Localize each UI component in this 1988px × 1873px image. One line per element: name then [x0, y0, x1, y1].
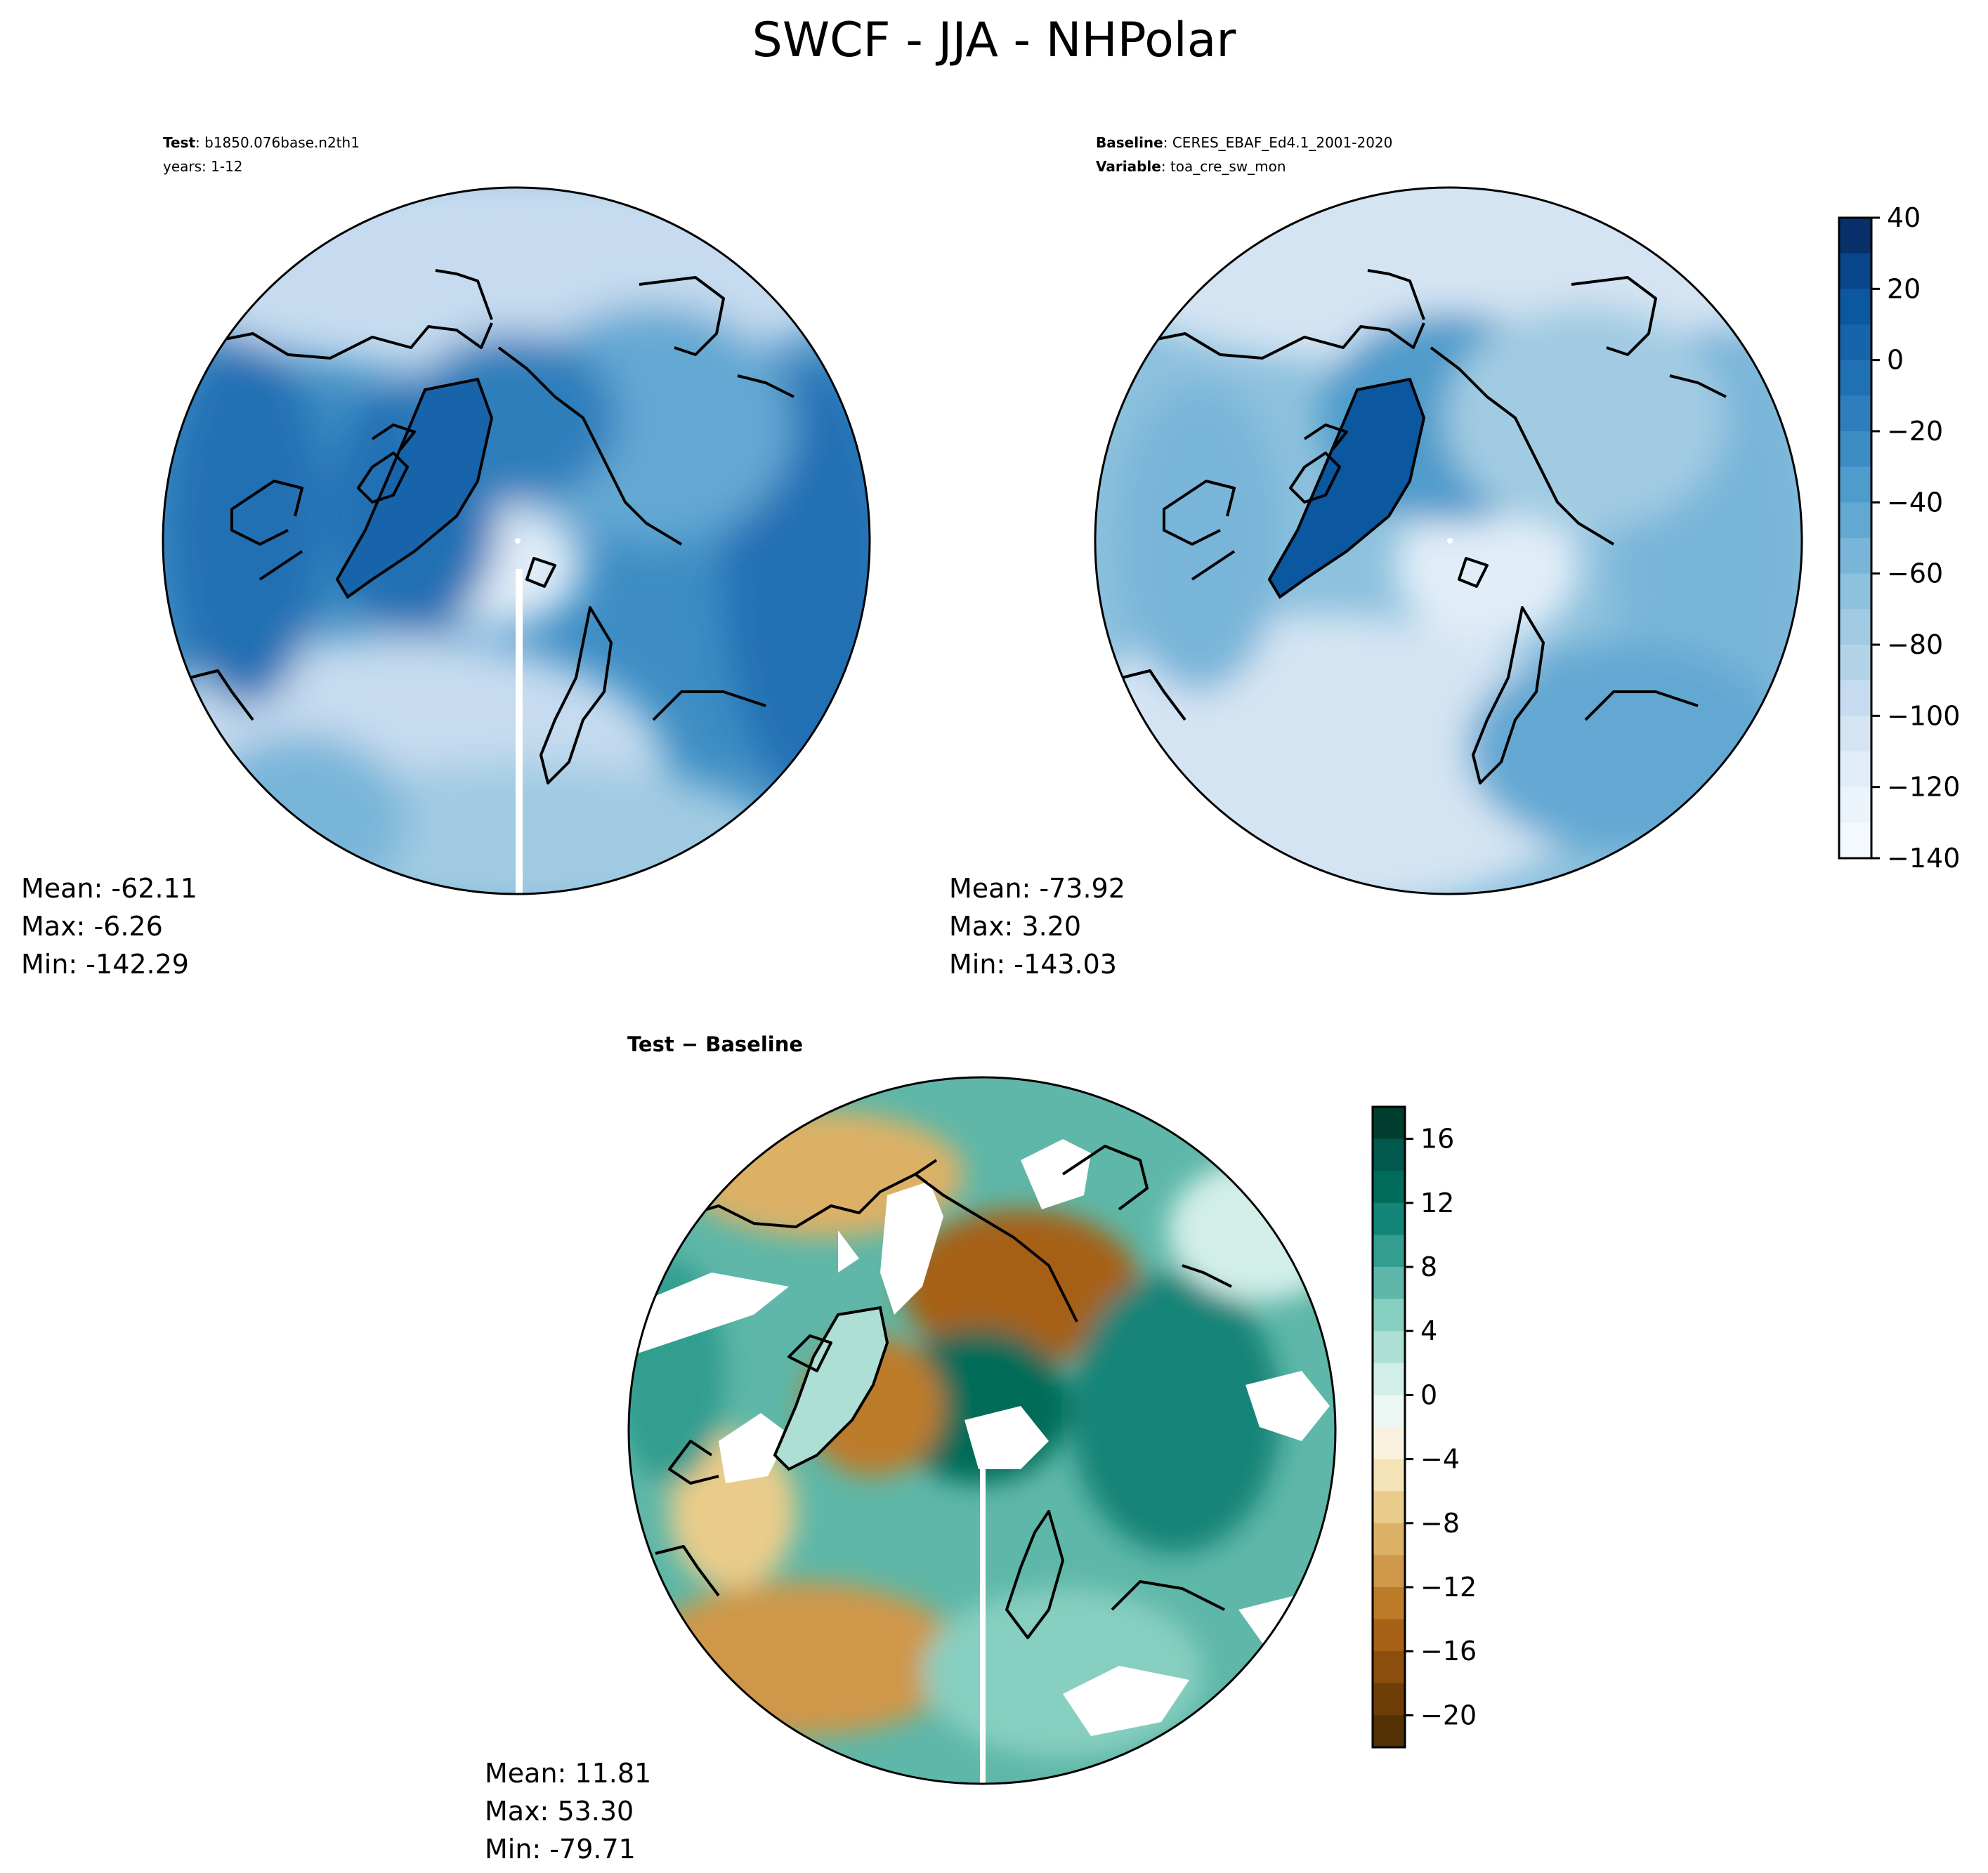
difference-colorbar-tick-label: 0: [1420, 1379, 1437, 1410]
main-colorbar-swatch: [1839, 395, 1871, 432]
difference-panel-title: Test − Baseline: [627, 1032, 804, 1056]
difference-colorbar-swatch: [1373, 1651, 1405, 1684]
variable-key: Variable: [1096, 158, 1161, 175]
difference-colorbar-swatch: [1373, 1299, 1405, 1332]
coastlines: [1121, 269, 1727, 784]
difference-colorbar-tick-label: 12: [1420, 1188, 1454, 1218]
north-pole-marker: [515, 538, 521, 544]
main-colorbar-tick-label: 0: [1887, 345, 1904, 376]
difference-colorbar-frame: [1371, 1105, 1406, 1749]
baseline-variable-name: toa_cre_sw_mon: [1170, 158, 1286, 175]
difference-colorbar-swatch: [1373, 1138, 1405, 1171]
baseline-panel-header: Baseline: CERES_EBAF_Ed4.1_2001-2020 Var…: [1096, 134, 1393, 175]
main-colorbar-swatch: [1839, 360, 1871, 396]
baseline-min: Min: -143.03: [949, 949, 1117, 980]
main-colorbar-swatch: [1839, 645, 1871, 681]
main-colorbar-swatch: [1839, 609, 1871, 645]
test-case-name: b1850.076base.n2th1: [204, 134, 360, 151]
difference-max: Max: 53.30: [485, 1796, 634, 1827]
difference-min: Min: -79.71: [485, 1834, 636, 1865]
main-colorbar-tick-label: 40: [1887, 202, 1921, 233]
main-colorbar-tick-label: −40: [1887, 487, 1943, 518]
difference-colorbar-swatch: [1373, 1107, 1405, 1140]
difference-colorbar-swatch: [1373, 1427, 1405, 1460]
difference-colorbar-swatch: [1373, 1523, 1405, 1556]
main-colorbar-swatch: [1839, 822, 1871, 859]
test-map: [162, 186, 871, 895]
main-colorbar-swatch: [1839, 502, 1871, 539]
north-pole-marker: [1447, 538, 1453, 544]
main-colorbar-swatch: [1839, 218, 1871, 254]
baseline-mean: Mean: -73.92: [949, 873, 1125, 904]
main-colorbar-swatch: [1839, 787, 1871, 823]
main-colorbar-tick-label: −60: [1887, 558, 1943, 589]
baseline-max: Max: 3.20: [949, 911, 1082, 942]
masked-regions: [629, 1139, 1330, 1736]
figure-title: SWCF - JJA - NHPolar: [752, 13, 1236, 68]
baseline-map: [1094, 186, 1803, 895]
difference-colorbar-swatch: [1373, 1459, 1405, 1492]
main-colorbar-swatch: [1839, 431, 1871, 468]
difference-colorbar-swatch: [1373, 1555, 1405, 1588]
difference-colorbar-tick-label: −8: [1420, 1508, 1460, 1539]
greenland-region: [773, 1306, 889, 1471]
difference-colorbar-swatch: [1373, 1715, 1405, 1748]
main-colorbar-tick-label: −140: [1887, 843, 1960, 874]
difference-colorbar-tick-label: −16: [1420, 1636, 1477, 1667]
baseline-key: Baseline: [1096, 134, 1163, 151]
main-colorbar-swatch: [1839, 538, 1871, 574]
test-key: Test: [163, 134, 196, 151]
test-max: Max: -6.26: [21, 911, 163, 942]
main-colorbar-tick-label: −80: [1887, 629, 1943, 660]
difference-colorbar-swatch: [1373, 1171, 1405, 1204]
coastlines: [189, 269, 794, 784]
difference-colorbar-tick-label: −12: [1420, 1572, 1477, 1603]
main-colorbar-swatch: [1839, 466, 1871, 503]
main-colorbar: 40 20 0 −20 −40 −60 −80 −100 −120 −140: [1838, 202, 1960, 874]
main-colorbar-swatch: [1839, 680, 1871, 716]
main-colorbar-swatch: [1839, 253, 1871, 289]
difference-colorbar-swatch: [1373, 1202, 1405, 1235]
test-panel-header: Test: b1850.076base.n2th1 years: 1-12: [163, 131, 360, 178]
difference-colorbar-tick-label: −20: [1420, 1700, 1477, 1730]
greenland-region: [1267, 377, 1426, 599]
main-colorbar-tick-label: −120: [1887, 772, 1960, 803]
test-min: Min: -142.29: [21, 949, 189, 980]
greenland-region: [335, 377, 494, 599]
difference-colorbar-tick-label: 8: [1420, 1251, 1437, 1282]
baseline-dataset-name: CERES_EBAF_Ed4.1_2001-2020: [1172, 134, 1393, 151]
difference-colorbar-swatch: [1373, 1683, 1405, 1716]
difference-colorbar-swatch: [1373, 1587, 1405, 1620]
difference-map: [627, 1076, 1337, 1785]
difference-colorbar: 16 12 8 4 0 −4 −8 −12 −16 −20: [1371, 1105, 1477, 1749]
main-colorbar-swatch: [1839, 289, 1871, 325]
difference-stats: Mean: 11.81 Max: 53.30 Min: -79.71: [485, 1754, 651, 1868]
difference-colorbar-swatch: [1373, 1362, 1405, 1395]
difference-colorbar-swatch: [1373, 1331, 1405, 1364]
main-colorbar-tick-label: −100: [1887, 700, 1960, 731]
difference-colorbar-tick-label: 16: [1420, 1124, 1454, 1155]
difference-colorbar-tick-label: −4: [1420, 1444, 1460, 1475]
baseline-stats: Mean: -73.92 Max: 3.20 Min: -143.03: [949, 869, 1125, 983]
test-mean: Mean: -62.11: [21, 873, 197, 904]
difference-colorbar-swatch: [1373, 1235, 1405, 1268]
main-colorbar-swatch: [1839, 573, 1871, 610]
missing-data-seam: [980, 1441, 986, 1784]
main-colorbar-swatch: [1839, 324, 1871, 361]
difference-colorbar-swatch: [1373, 1491, 1405, 1524]
test-stats: Mean: -62.11 Max: -6.26 Min: -142.29: [21, 869, 197, 983]
main-colorbar-swatch: [1839, 751, 1871, 788]
difference-colorbar-swatch: [1373, 1619, 1405, 1652]
difference-colorbar-swatch: [1373, 1395, 1405, 1428]
main-colorbar-tick-label: 20: [1887, 273, 1921, 304]
main-colorbar-swatch: [1839, 716, 1871, 752]
test-years: years: 1-12: [163, 158, 243, 175]
main-colorbar-tick-label: −20: [1887, 416, 1943, 447]
difference-colorbar-tick-label: 4: [1420, 1315, 1437, 1346]
missing-data-seam: [516, 569, 523, 894]
difference-mean: Mean: 11.81: [485, 1758, 652, 1789]
main-colorbar-frame: [1838, 216, 1873, 860]
difference-colorbar-swatch: [1373, 1267, 1405, 1300]
